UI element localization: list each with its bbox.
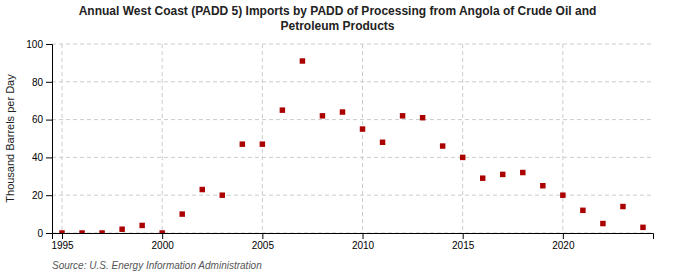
chart-container: Annual West Coast (PADD 5) Imports by PA… — [0, 0, 675, 275]
y-tick: 60 — [32, 114, 52, 125]
grid-line-x — [262, 44, 263, 233]
x-tick-mark — [563, 233, 564, 239]
y-tick-mark — [46, 157, 52, 158]
scatter-point — [320, 113, 325, 118]
scatter-point — [360, 126, 365, 131]
y-axis: 0 20 40 60 80 100 — [26, 39, 52, 239]
x-tick: 1995 — [51, 233, 74, 251]
scatter-point — [440, 143, 445, 148]
x-tick-label: 2020 — [552, 240, 575, 251]
grid-line-y — [52, 119, 653, 120]
grid-line-x — [62, 44, 63, 233]
x-tick: 2015 — [452, 233, 475, 251]
y-axis-title: Thousand Barrels per Day — [4, 74, 16, 203]
grid-line-x — [362, 44, 363, 233]
y-tick-label: 40 — [32, 152, 44, 163]
x-tick: 2005 — [252, 233, 275, 251]
grid-line-x — [462, 44, 463, 233]
scatter-point — [240, 141, 245, 146]
scatter-point — [159, 230, 164, 233]
chart-svg: Annual West Coast (PADD 5) Imports by PA… — [0, 0, 675, 275]
chart-title-line: Petroleum Products — [280, 19, 394, 33]
scatter-point — [620, 204, 625, 209]
y-tick-mark — [46, 120, 52, 121]
scatter-point — [380, 140, 385, 145]
scatter-point — [420, 115, 425, 120]
y-tick-mark — [46, 44, 52, 45]
y-tick: 40 — [32, 152, 52, 163]
y-tick-label: 20 — [32, 190, 44, 201]
x-tick-mark — [62, 233, 63, 239]
y-axis-line — [46, 45, 53, 234]
chart-title: Annual West Coast (PADD 5) Imports by PA… — [79, 4, 597, 33]
scatter-point — [59, 230, 64, 233]
x-tick-mark — [363, 233, 364, 239]
y-tick-label: 80 — [32, 77, 44, 88]
scatter-point — [220, 192, 225, 197]
y-tick-mark — [46, 82, 52, 83]
grid-line-x — [162, 44, 163, 233]
scatter-point — [179, 211, 184, 216]
scatter-point — [540, 183, 545, 188]
scatter-point — [520, 170, 525, 175]
y-tick-label: 0 — [37, 228, 43, 239]
scatter-point — [79, 230, 84, 233]
scatter-point — [400, 113, 405, 118]
x-axis: 1995 2000 2005 2010 2015 2020 — [51, 233, 653, 251]
y-tick: 0 — [37, 228, 52, 239]
scatter-point — [119, 226, 124, 231]
x-tick: 2020 — [552, 233, 575, 251]
scatter-point — [280, 107, 285, 112]
x-tick-mark — [463, 233, 464, 239]
points — [59, 58, 645, 233]
scatter-point — [340, 109, 345, 114]
y-tick: 20 — [32, 190, 52, 201]
scatter-point — [139, 223, 144, 228]
source-note: Source: U.S. Energy Information Administ… — [52, 260, 262, 271]
x-tick: 2010 — [352, 233, 375, 251]
x-tick-label: 2000 — [152, 240, 175, 251]
x-tick-label: 2015 — [452, 240, 475, 251]
x-tick-mark — [262, 233, 263, 239]
y-tick: 100 — [26, 39, 52, 50]
x-tick-label: 1995 — [51, 240, 74, 251]
scatter-point — [600, 221, 605, 226]
scatter-point — [640, 225, 645, 230]
scatter-point — [200, 187, 205, 192]
plot-area: 1995 2000 2005 2010 2015 2020 0 20 40 60 80 100 — [26, 39, 653, 251]
scatter-point — [300, 58, 305, 63]
grid — [52, 44, 653, 233]
y-tick-label: 60 — [32, 114, 44, 125]
x-tick-mark — [162, 233, 163, 239]
scatter-point — [460, 155, 465, 160]
y-tick-mark — [46, 195, 52, 196]
x-tick-label: 2010 — [352, 240, 375, 251]
scatter-point — [580, 208, 585, 213]
x-tick: 2000 — [152, 233, 175, 251]
y-tick-mark — [46, 233, 52, 234]
chart-title-line: Annual West Coast (PADD 5) Imports by PA… — [79, 4, 597, 18]
grid-line-x — [562, 44, 563, 233]
scatter-point — [260, 141, 265, 146]
scatter-point — [480, 175, 485, 180]
y-tick: 80 — [32, 77, 52, 88]
scatter-point — [99, 230, 104, 233]
x-axis-line — [53, 234, 654, 240]
x-tick-label: 2005 — [252, 240, 275, 251]
scatter-point — [560, 192, 565, 197]
scatter-point — [500, 172, 505, 177]
y-tick-label: 100 — [26, 39, 43, 50]
